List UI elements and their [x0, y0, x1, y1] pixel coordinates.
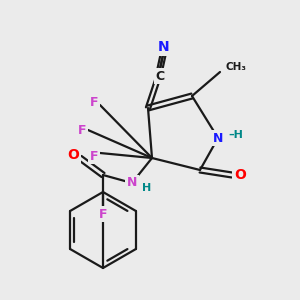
- Text: N: N: [127, 176, 137, 190]
- Text: N: N: [158, 40, 170, 54]
- Text: O: O: [234, 168, 246, 182]
- Text: C: C: [155, 70, 165, 83]
- Text: F: F: [78, 124, 86, 136]
- Text: F: F: [90, 149, 98, 163]
- Text: F: F: [99, 208, 107, 220]
- Text: CH₃: CH₃: [225, 62, 246, 72]
- Text: F: F: [90, 95, 98, 109]
- Text: O: O: [67, 148, 79, 162]
- Text: N: N: [213, 131, 223, 145]
- Text: H: H: [142, 183, 151, 193]
- Text: –H: –H: [228, 130, 243, 140]
